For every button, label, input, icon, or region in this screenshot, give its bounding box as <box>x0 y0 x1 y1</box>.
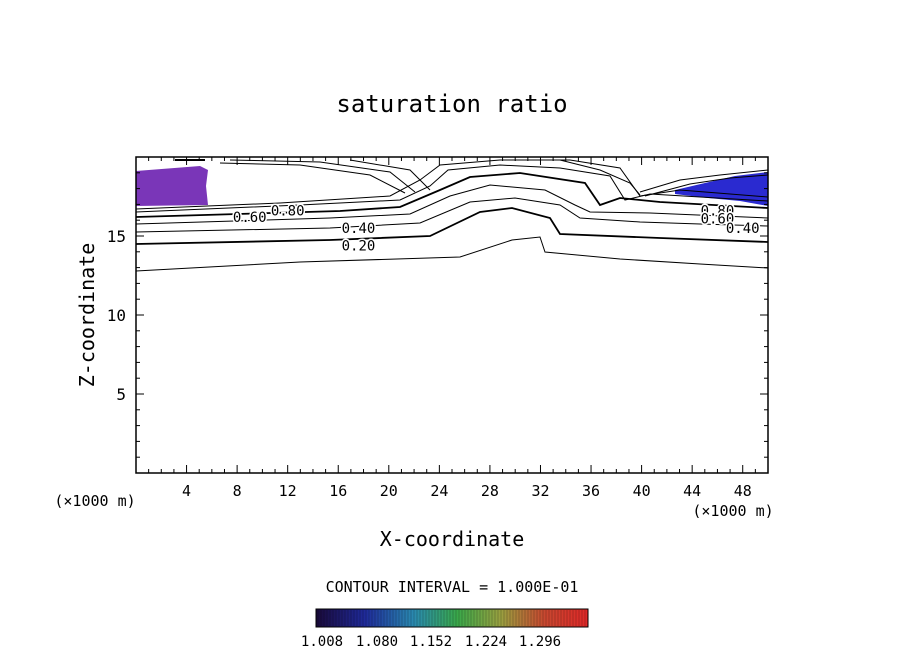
filled-regions <box>136 166 768 206</box>
supersaturated-left <box>136 166 208 206</box>
contour-line-10 <box>559 159 641 196</box>
x-tick-label: 40 <box>633 482 651 500</box>
supersaturated-right <box>675 172 768 206</box>
colorbar-label: 1.008 <box>301 634 343 650</box>
contour-label-6: 0.40 <box>726 221 760 237</box>
contour-labels: 0.200.400.60 0.80 0.800.600.40 <box>231 202 761 256</box>
contour-line-8 <box>229 159 416 193</box>
contour-label-0: 0.20 <box>342 238 376 254</box>
x-tick-label: 48 <box>734 482 752 500</box>
y-tick-label: 5 <box>116 385 126 404</box>
x-tick-label: 16 <box>329 482 347 500</box>
y-tick-label: 15 <box>107 227 126 246</box>
contour-label-3: 0.80 <box>271 204 305 220</box>
contour-line-3 <box>135 184 769 225</box>
y-tick-label: 10 <box>107 306 126 325</box>
contour-line-5 <box>135 164 769 213</box>
colorbar-label: 1.080 <box>356 634 398 650</box>
colorbar-label: 1.152 <box>410 634 452 650</box>
y-axis-ticks: 5 10 15 <box>107 172 768 458</box>
x-unit-right: (×1000 m) <box>692 502 773 520</box>
x-axis-label: X-coordinate <box>380 527 525 551</box>
colorbar-stripes <box>317 610 586 626</box>
contour-line-1 <box>135 207 769 245</box>
contour-label-5: 0.60 <box>701 212 735 228</box>
contour-line-2 <box>135 197 769 233</box>
contour-label-4: 0.80 <box>701 204 735 220</box>
contour-line-4 <box>135 172 769 218</box>
x-axis-ticks: 4 8 12 16 20 24 28 32 36 40 44 48 <box>148 157 756 500</box>
colorbar-labels: 1.008 1.080 1.152 1.224 1.296 <box>301 634 561 650</box>
x-tick-label: 4 <box>182 482 191 500</box>
y-axis-label: Z-coordinate <box>75 243 99 388</box>
contour-lines <box>135 159 769 272</box>
plot-frame <box>135 156 769 474</box>
colorbar-label: 1.296 <box>519 634 561 650</box>
chart-title: saturation ratio <box>336 90 567 118</box>
contour-line-9 <box>349 159 431 191</box>
contour-line-11 <box>639 169 769 193</box>
x-tick-label: 44 <box>683 482 701 500</box>
contour-line-0 <box>135 236 769 272</box>
x-tick-label: 20 <box>380 482 398 500</box>
x-unit-left: (×1000 m) <box>54 492 135 510</box>
contour-label-2: 0.60 <box>233 210 267 226</box>
contour-label-1: 0.40 <box>342 221 376 237</box>
x-tick-label: 8 <box>233 482 242 500</box>
x-tick-label: 36 <box>582 482 600 500</box>
x-tick-label: 32 <box>531 482 549 500</box>
colorbar <box>315 608 589 628</box>
x-tick-label: 28 <box>481 482 499 500</box>
contour-line-7 <box>219 162 406 194</box>
contour-line-12 <box>644 174 769 197</box>
contour-interval-text: CONTOUR INTERVAL = 1.000E-01 <box>326 578 579 596</box>
x-tick-label: 24 <box>430 482 448 500</box>
x-tick-label: 12 <box>279 482 297 500</box>
colorbar-label: 1.224 <box>465 634 507 650</box>
